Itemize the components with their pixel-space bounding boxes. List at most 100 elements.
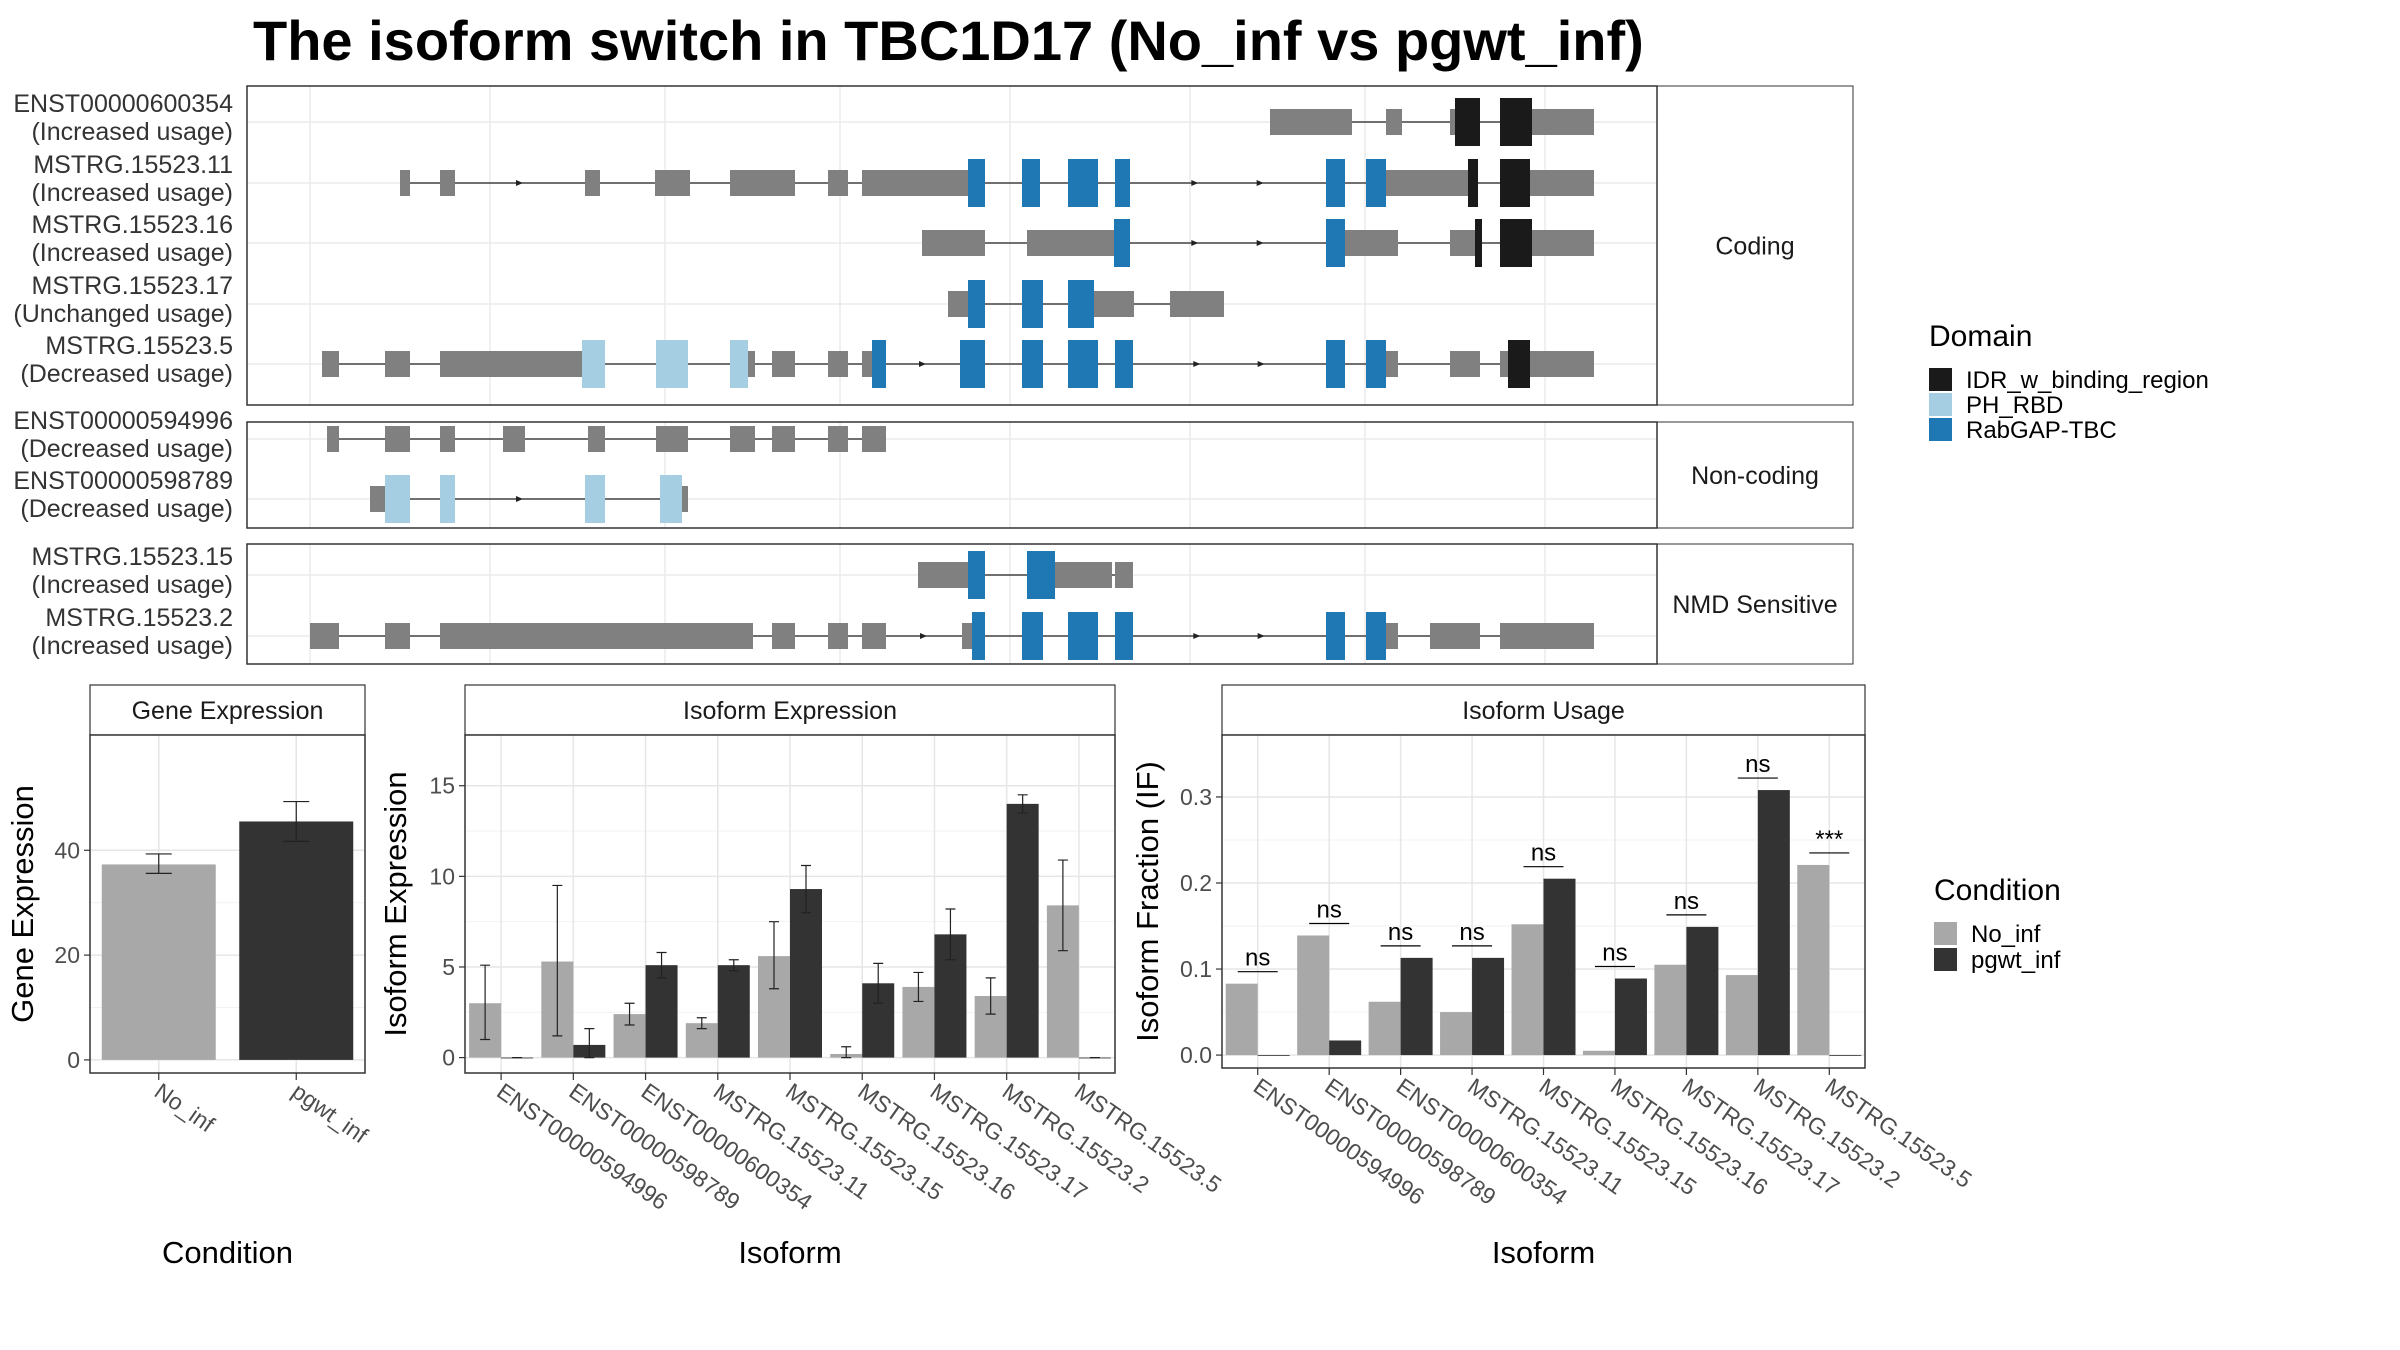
exon-rabgap: [1068, 280, 1094, 328]
error-bar: [480, 964, 491, 1041]
exon-ph: [660, 475, 682, 523]
bar: [1511, 924, 1544, 1056]
legend-item-label: PH_RBD: [1966, 392, 2063, 419]
exon-idr: [1455, 98, 1480, 146]
transcript-id-label: MSTRG.15523.2: [45, 604, 233, 632]
panel-strip-title: Isoform Usage: [1462, 697, 1625, 725]
exon-rabgap: [1068, 340, 1098, 388]
y-tick-label: 0.1: [1180, 956, 1212, 982]
error-bar: [145, 853, 172, 874]
strand-arrow: [920, 633, 927, 639]
exon-utr: [1532, 230, 1594, 256]
bar: [1006, 803, 1039, 1058]
exon-utr: [1430, 623, 1440, 649]
facet-background: [247, 422, 1657, 528]
exon-utr: [682, 486, 688, 512]
bar: [1725, 975, 1758, 1056]
exon-rabgap: [968, 280, 985, 328]
significance-label: ns: [1459, 919, 1484, 946]
error-bar: [696, 1017, 707, 1030]
exon-rabgap: [1068, 159, 1098, 207]
y-tick-label: 5: [442, 954, 455, 980]
bar: [101, 864, 216, 1060]
exon-rabgap: [1115, 159, 1130, 207]
exon-idr: [1520, 98, 1532, 146]
facet-border: [246, 421, 1658, 529]
exon-utr: [1532, 109, 1594, 135]
bar: [1797, 864, 1830, 1056]
exon-utr: [503, 426, 525, 452]
exon-utr: [1345, 230, 1398, 256]
exon-utr: [655, 170, 690, 196]
exon-ph: [730, 340, 748, 388]
y-tick-label: 40: [54, 837, 80, 863]
legend-item-label: pgwt_inf: [1971, 947, 2061, 974]
y-tick-label: 20: [54, 942, 80, 968]
exon-rabgap: [1366, 340, 1386, 388]
isoform-expression-panel: Isoform Expression051015ENST00000594996E…: [378, 684, 1226, 1270]
isoform-usage-panel: Isoform Usage 0.0 0.1 0.2 0.3 ns ns ns ns ns ns ns n…: [1130, 684, 1977, 1270]
facet-strip: [1656, 543, 1854, 665]
transcript-id-label: ENST00000598789: [13, 467, 233, 495]
exon-rabgap: [1366, 159, 1386, 207]
bar: [645, 965, 678, 1058]
legend-key: [1934, 922, 1957, 945]
exon-utr: [588, 426, 605, 452]
exon-rabgap: [1022, 612, 1043, 660]
exon-rabgap: [1326, 159, 1345, 207]
exon-utr: [440, 623, 753, 649]
exon-idr: [1500, 219, 1532, 267]
legend-item-label: RabGAP-TBC: [1966, 417, 2117, 444]
strand-arrow: [1257, 361, 1265, 367]
exon-utr: [400, 170, 410, 196]
exon-rabgap: [1115, 340, 1133, 388]
exon-utr: [828, 623, 848, 649]
exon-utr: [385, 623, 410, 649]
exon-rabgap: [1027, 551, 1055, 599]
facet-strip: [1656, 85, 1854, 406]
transcript-usage-label: (Increased usage): [31, 118, 233, 146]
transcript-id-label: MSTRG.15523.5: [45, 332, 233, 360]
bar: [1614, 978, 1647, 1056]
exon-utr: [1386, 351, 1398, 377]
transcript-usage-label: (Increased usage): [31, 571, 233, 599]
exon-ph: [385, 475, 410, 523]
error-bar: [873, 962, 884, 1004]
facet-border: [246, 543, 1658, 665]
y-tick-label: 10: [429, 863, 455, 889]
bar: [1829, 1055, 1862, 1056]
error-bar: [1017, 794, 1028, 814]
error-bar: [1057, 859, 1068, 952]
exon-ph: [585, 475, 605, 523]
legend-key: [1929, 368, 1952, 391]
transcript-usage-label: (Decreased usage): [20, 495, 233, 523]
exon-rabgap: [960, 340, 985, 388]
bar: [1686, 926, 1719, 1056]
exon-utr: [1183, 291, 1224, 317]
exon-utr: [862, 623, 886, 649]
bar: [239, 821, 354, 1060]
error-bar: [552, 884, 563, 1037]
exon-utr: [772, 351, 795, 377]
transcript-usage-label: (Decreased usage): [20, 360, 233, 388]
exon-utr: [1530, 170, 1594, 196]
exon-rabgap: [1326, 219, 1345, 267]
exon-ph: [656, 340, 688, 388]
strand-arrow: [516, 180, 523, 186]
legend-key: [1929, 393, 1952, 416]
exon-utr: [370, 486, 385, 512]
exon-utr: [1270, 109, 1352, 135]
exon-utr: [1450, 351, 1480, 377]
panel-strip-title: Isoform Expression: [683, 697, 897, 725]
exon-utr: [1440, 623, 1480, 649]
error-bar: [985, 977, 996, 1015]
exon-rabgap: [968, 159, 985, 207]
exon-rabgap: [1366, 612, 1386, 660]
exon-utr: [1530, 351, 1594, 377]
significance-label: ns: [1316, 896, 1341, 923]
